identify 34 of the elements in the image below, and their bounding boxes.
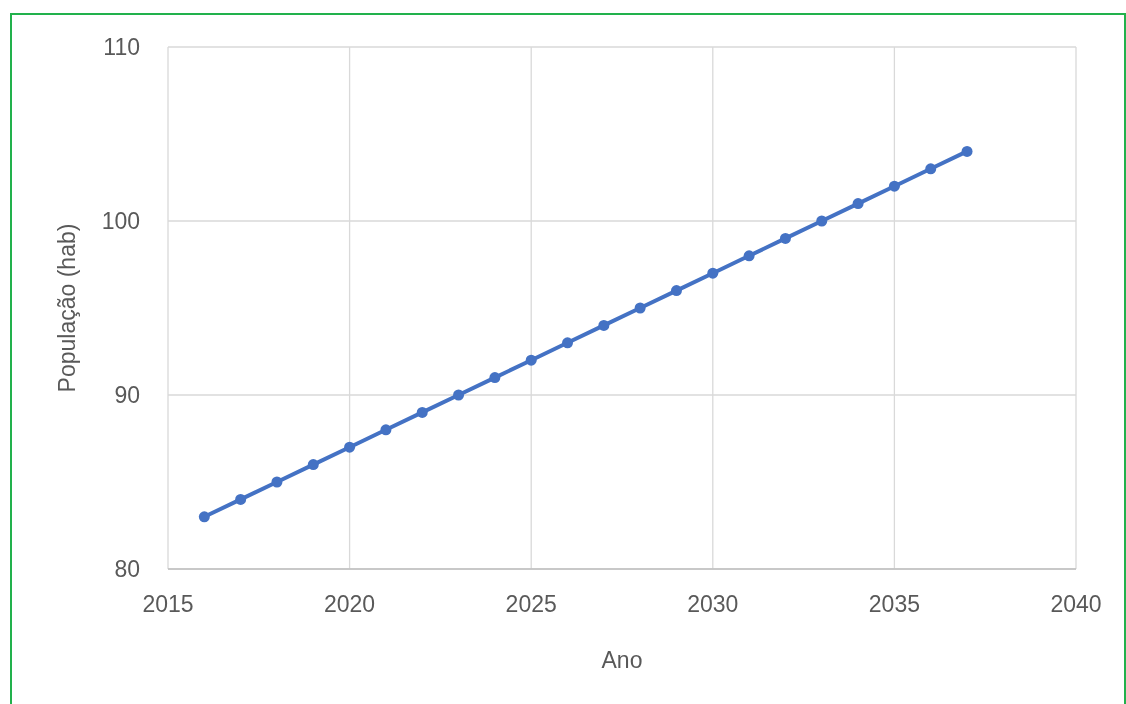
x-tick-label: 2025	[505, 591, 557, 617]
y-axis-title: População (hab)	[54, 223, 80, 393]
point	[525, 354, 537, 366]
point	[562, 337, 574, 349]
x-tick-label: 2040	[1050, 591, 1102, 617]
x-tick-label: 2020	[324, 591, 376, 617]
point	[598, 319, 610, 331]
x-tick-label: 2030	[687, 591, 739, 617]
point	[743, 250, 755, 262]
point	[888, 180, 900, 192]
point	[670, 285, 682, 297]
y-tick-label: 90	[114, 382, 140, 408]
point	[925, 163, 937, 175]
point	[489, 372, 501, 384]
point	[634, 302, 646, 314]
point	[416, 406, 428, 418]
point	[344, 441, 356, 453]
point	[380, 424, 392, 436]
point	[816, 215, 828, 227]
point	[198, 511, 210, 523]
point	[707, 267, 719, 279]
point	[235, 493, 247, 505]
point	[307, 459, 319, 471]
x-tick-label: 2035	[868, 591, 920, 617]
point	[453, 389, 465, 401]
point	[852, 198, 864, 210]
point	[779, 232, 791, 244]
point	[961, 145, 973, 157]
x-axis-title: Ano	[601, 647, 643, 673]
y-tick-label: 80	[114, 556, 140, 582]
y-tick-label: 100	[101, 208, 140, 234]
point	[271, 476, 283, 488]
x-tick-label: 2015	[142, 591, 194, 617]
y-tick-label: 110	[103, 34, 140, 60]
